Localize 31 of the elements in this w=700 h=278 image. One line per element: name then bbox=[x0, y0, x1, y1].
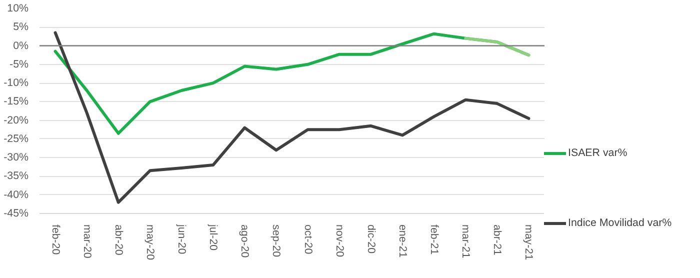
y-tick-label: -30% bbox=[4, 152, 30, 164]
y-tick-label: -5% bbox=[10, 58, 30, 70]
x-tick-label: jul-20 bbox=[207, 224, 220, 251]
x-tick-label: may-20 bbox=[144, 224, 156, 260]
y-tick-label: -35% bbox=[4, 170, 30, 182]
y-tick-label: 5% bbox=[13, 21, 30, 34]
x-tick-label: mar-20 bbox=[80, 224, 93, 258]
x-tick-label: sep-20 bbox=[270, 224, 282, 258]
x-tick-label: abr-21 bbox=[491, 224, 504, 256]
x-tick-label: ene-21 bbox=[396, 224, 408, 258]
y-tick-label: -15% bbox=[4, 96, 30, 108]
x-tick-label: dic-20 bbox=[364, 224, 377, 254]
legend-label: ISAER var% bbox=[568, 147, 628, 159]
x-tick-label: jun-20 bbox=[176, 224, 188, 254]
x-tick-label: ago-20 bbox=[238, 224, 251, 258]
x-tick-label: feb-20 bbox=[49, 224, 62, 255]
legend-label: Indice Movilidad var% bbox=[568, 217, 672, 229]
x-tick-label: oct-20 bbox=[302, 224, 314, 254]
y-tick-label: 10% bbox=[7, 2, 30, 14]
y-tick-label: -20% bbox=[4, 114, 30, 126]
y-tick-label: -45% bbox=[4, 208, 30, 220]
x-tick-label: abr-20 bbox=[112, 224, 124, 256]
y-tick-label: -25% bbox=[4, 132, 30, 145]
x-tick-label: feb-21 bbox=[428, 224, 440, 255]
x-tick-label: mar-21 bbox=[460, 224, 472, 258]
line-series bbox=[54, 31, 530, 204]
x-tick-label: may-21 bbox=[522, 224, 535, 260]
x-tick-label: nov-20 bbox=[333, 224, 346, 258]
y-tick-label: -40% bbox=[4, 188, 30, 201]
y-tick-label: 0% bbox=[13, 40, 30, 52]
y-tick-label: -10% bbox=[4, 77, 30, 90]
